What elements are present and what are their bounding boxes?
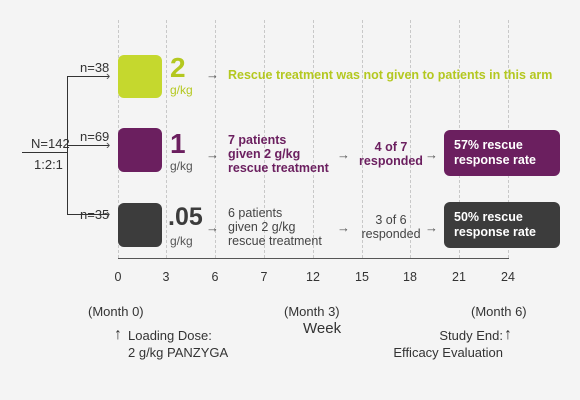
arm-3-dose: .05 (168, 203, 203, 231)
arm-2-arrow-3: → (425, 147, 438, 162)
enroll-line (22, 152, 68, 153)
arm-2-responded: 4 of 7 responded (359, 140, 423, 168)
arm-1-dose-box (118, 55, 162, 98)
branch-arrow-2: › (106, 137, 111, 152)
grid-line-15 (362, 20, 363, 258)
arm-3-description: 6 patients given 2 g/kg rescue treatment (228, 206, 322, 248)
grid-line-3 (166, 20, 167, 258)
branch-arm-2 (67, 145, 109, 146)
arm-3-n: n=35 (80, 207, 110, 222)
arm-1-dose: 2 (170, 52, 186, 83)
arm-1-note: Rescue treatment was not given to patien… (228, 68, 553, 82)
arm-2-dose-box (118, 128, 162, 172)
tick-21: 21 (452, 270, 466, 284)
arm-1-unit: g/kg (170, 83, 193, 97)
arm-1-n: n=38 (80, 60, 110, 75)
arm-2-description: 7 patients given 2 g/kg rescue treatment (228, 133, 329, 175)
axis-title: Week (303, 320, 342, 337)
timeline-axis (118, 258, 509, 259)
arm-3-arrow-1: → (206, 220, 219, 235)
month-6-label: (Month 6) (471, 304, 527, 319)
tick-3: 3 (162, 270, 170, 284)
arm-2-response-rate: 57% rescue response rate (444, 130, 560, 176)
month-3-label: (Month 3) (284, 304, 340, 319)
branch-arrow-3: › (106, 206, 111, 221)
total-n-label: N=142 (31, 136, 70, 151)
arm-1-arrow: → (206, 67, 219, 82)
tick-0: 0 (114, 270, 122, 284)
randomization-ratio: 1:2:1 (34, 157, 63, 172)
loading-dose-arrow: ↑ (114, 326, 122, 343)
branch-arm-3 (67, 214, 109, 215)
tick-12: 12 (306, 270, 320, 284)
grid-line-12 (313, 20, 314, 258)
arm-3-responded: 3 of 6 responded (361, 213, 421, 241)
grid-line-7 (264, 20, 265, 258)
arm-3-arrow-2: → (337, 220, 350, 235)
tick-7: 7 (260, 270, 268, 284)
tick-24: 24 (501, 270, 515, 284)
month-0-label: (Month 0) (88, 304, 144, 319)
arm-2-arrow-2: → (337, 147, 350, 162)
arm-3-unit: g/kg (170, 234, 193, 248)
arm-2-unit: g/kg (170, 159, 193, 173)
arm-2-n: n=69 (80, 129, 110, 144)
study-end-label: Study End: Efficacy Evaluation (393, 328, 503, 360)
tick-15: 15 (355, 270, 369, 284)
grid-line-18 (410, 20, 411, 258)
arm-3-arrow-3: → (425, 220, 438, 235)
arm-2-arrow-1: → (206, 147, 219, 162)
loading-dose-label: Loading Dose: 2 g/kg PANZYGA (128, 328, 229, 360)
grid-line-6 (215, 20, 216, 258)
branch-arrow-1: › (106, 68, 111, 83)
arm-3-response-rate: 50% rescue response rate (444, 202, 560, 248)
tick-18: 18 (403, 270, 417, 284)
study-end-arrow: ↑ (504, 326, 512, 343)
arm-3-dose-box (118, 203, 162, 247)
arm-2-dose: 1 (170, 128, 186, 159)
branch-arm-1 (67, 76, 109, 77)
tick-6: 6 (211, 270, 219, 284)
